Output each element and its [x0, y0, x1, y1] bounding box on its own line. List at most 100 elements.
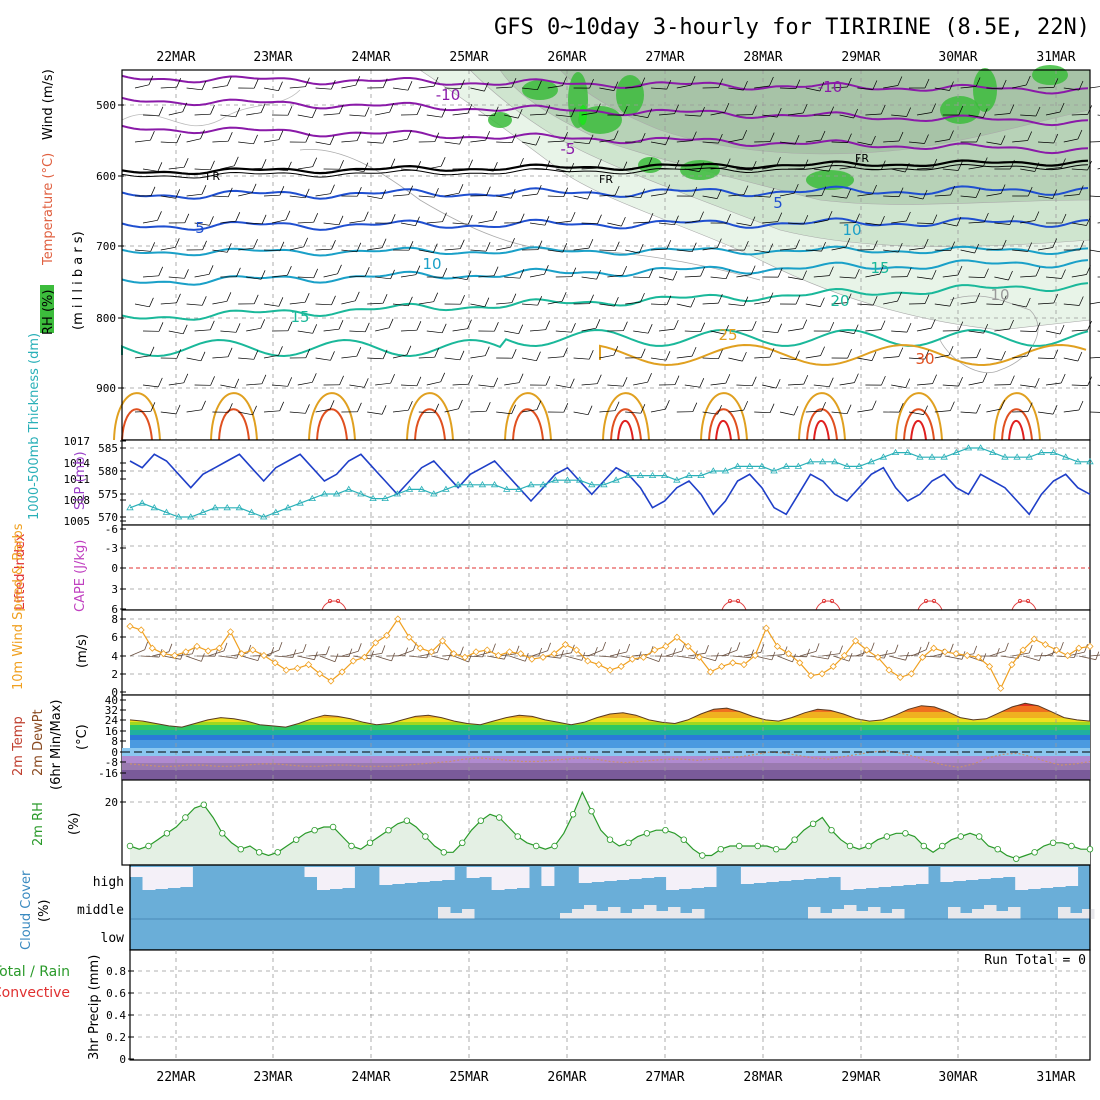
wind-barb-flag	[897, 76, 903, 86]
wind-barb	[426, 114, 442, 118]
wind-barb	[1089, 301, 1100, 305]
wind-barb	[168, 276, 185, 279]
wind-marker	[595, 661, 603, 669]
wind-barb-flag	[183, 158, 189, 168]
thickness-marker	[612, 476, 620, 483]
wind-barb-flag	[1061, 269, 1066, 279]
wind-barb	[633, 381, 648, 386]
wind-barb-flag	[820, 130, 826, 141]
wind-barb	[728, 87, 744, 91]
wind-barb-flag	[854, 373, 859, 383]
thickness-marker	[320, 490, 329, 497]
wind-barb-flag	[640, 132, 646, 143]
li-marker	[1017, 598, 1023, 604]
wind-barb	[813, 219, 829, 224]
thickness-marker	[831, 458, 839, 465]
wind-barb-flag	[157, 211, 162, 221]
wind-barb-flag	[648, 212, 654, 223]
wind-barb-flag	[976, 403, 981, 414]
wind-barb	[831, 411, 848, 415]
diurnal-contour	[895, 392, 943, 441]
wind-barb-flag	[665, 135, 670, 145]
wind-barb-flag	[802, 103, 808, 114]
wind-barb-flag	[253, 350, 259, 360]
wind-barb-flag	[1035, 266, 1041, 277]
wind-barb	[942, 274, 959, 278]
surface-barb-flag	[917, 646, 922, 656]
thickness-marker	[673, 476, 681, 483]
wind-barb	[297, 330, 313, 334]
wind-barb	[504, 114, 519, 119]
wind-barb	[813, 384, 830, 388]
wind-barb-flag	[233, 156, 239, 166]
wind-barb	[702, 195, 718, 199]
wind-barb-flag	[234, 378, 240, 388]
wind-barb-flag	[1060, 373, 1066, 384]
wind-barb-flag	[536, 351, 541, 361]
wind-barb-flag	[803, 374, 809, 385]
wind-barb	[160, 195, 176, 199]
wind-barb-flag	[1008, 270, 1013, 281]
contour-label: 25	[718, 326, 737, 344]
wind-barb-flag	[802, 319, 808, 329]
wind-barb	[521, 409, 537, 413]
surface-barb-flag	[760, 644, 765, 653]
wind-barb	[160, 141, 177, 144]
surface-barb	[286, 651, 304, 657]
bottom-date-label: 25MAR	[449, 1070, 488, 1085]
surface-barb	[1000, 655, 1019, 659]
wind-barb-flag	[622, 161, 628, 171]
wind-barb	[323, 113, 340, 116]
wind-barb-flag	[287, 266, 292, 276]
tick-label: 8	[111, 735, 118, 748]
wind-barb	[891, 168, 906, 173]
wind-marker	[204, 647, 212, 655]
thickness-marker	[685, 471, 693, 478]
wind-marker	[796, 659, 804, 667]
rh2m-marker	[791, 836, 798, 843]
wind-barb	[599, 87, 615, 91]
wind-barb	[263, 139, 279, 143]
surface-barb	[989, 650, 1006, 657]
wind-barb	[865, 222, 881, 226]
wind-barb-flag	[278, 130, 284, 140]
li-curve	[917, 600, 943, 611]
wind-barb	[813, 275, 830, 278]
wind-barb-flag	[724, 324, 729, 335]
thickness-marker	[940, 453, 948, 460]
wind-barb	[891, 220, 907, 224]
tick-label: 900	[96, 382, 116, 395]
wind-barb-flag	[588, 238, 594, 249]
convective-label: Convective	[0, 985, 70, 1001]
wind-barb	[581, 222, 598, 225]
thickness-marker	[879, 453, 888, 460]
mid-cloud-gap	[632, 909, 645, 919]
wind-barb-flag	[330, 184, 335, 194]
wind-barb	[392, 87, 409, 91]
wind-barb-flag	[692, 131, 697, 141]
wind-barb-flag	[700, 322, 706, 332]
wind-barb-flag	[440, 372, 446, 382]
wind-barb	[1037, 141, 1054, 144]
wind-barb	[908, 357, 925, 360]
high-cloud-gap	[915, 867, 929, 884]
wind-barb-flag	[596, 374, 602, 384]
wind-barb-flag	[1000, 399, 1006, 410]
contour-label: 10	[842, 221, 861, 239]
wind-barb-flag	[1078, 296, 1084, 306]
wind-barb-flag	[692, 186, 698, 197]
wind-barb	[134, 249, 151, 252]
wind-marker	[695, 653, 703, 661]
high-cloud-gap	[865, 867, 879, 888]
wind-barb-flag	[647, 157, 653, 167]
wind-barb	[676, 249, 693, 253]
wind-marker	[829, 662, 837, 671]
top-date-label: 23MAR	[253, 50, 292, 65]
thickness-marker	[976, 444, 985, 451]
wind-barb-flag	[982, 157, 988, 167]
wind-barb	[787, 328, 803, 332]
high-cloud-gap	[666, 867, 680, 890]
contour-label: 5	[195, 219, 205, 237]
wind-marker	[427, 648, 435, 656]
wind-barb-flag	[511, 293, 517, 303]
